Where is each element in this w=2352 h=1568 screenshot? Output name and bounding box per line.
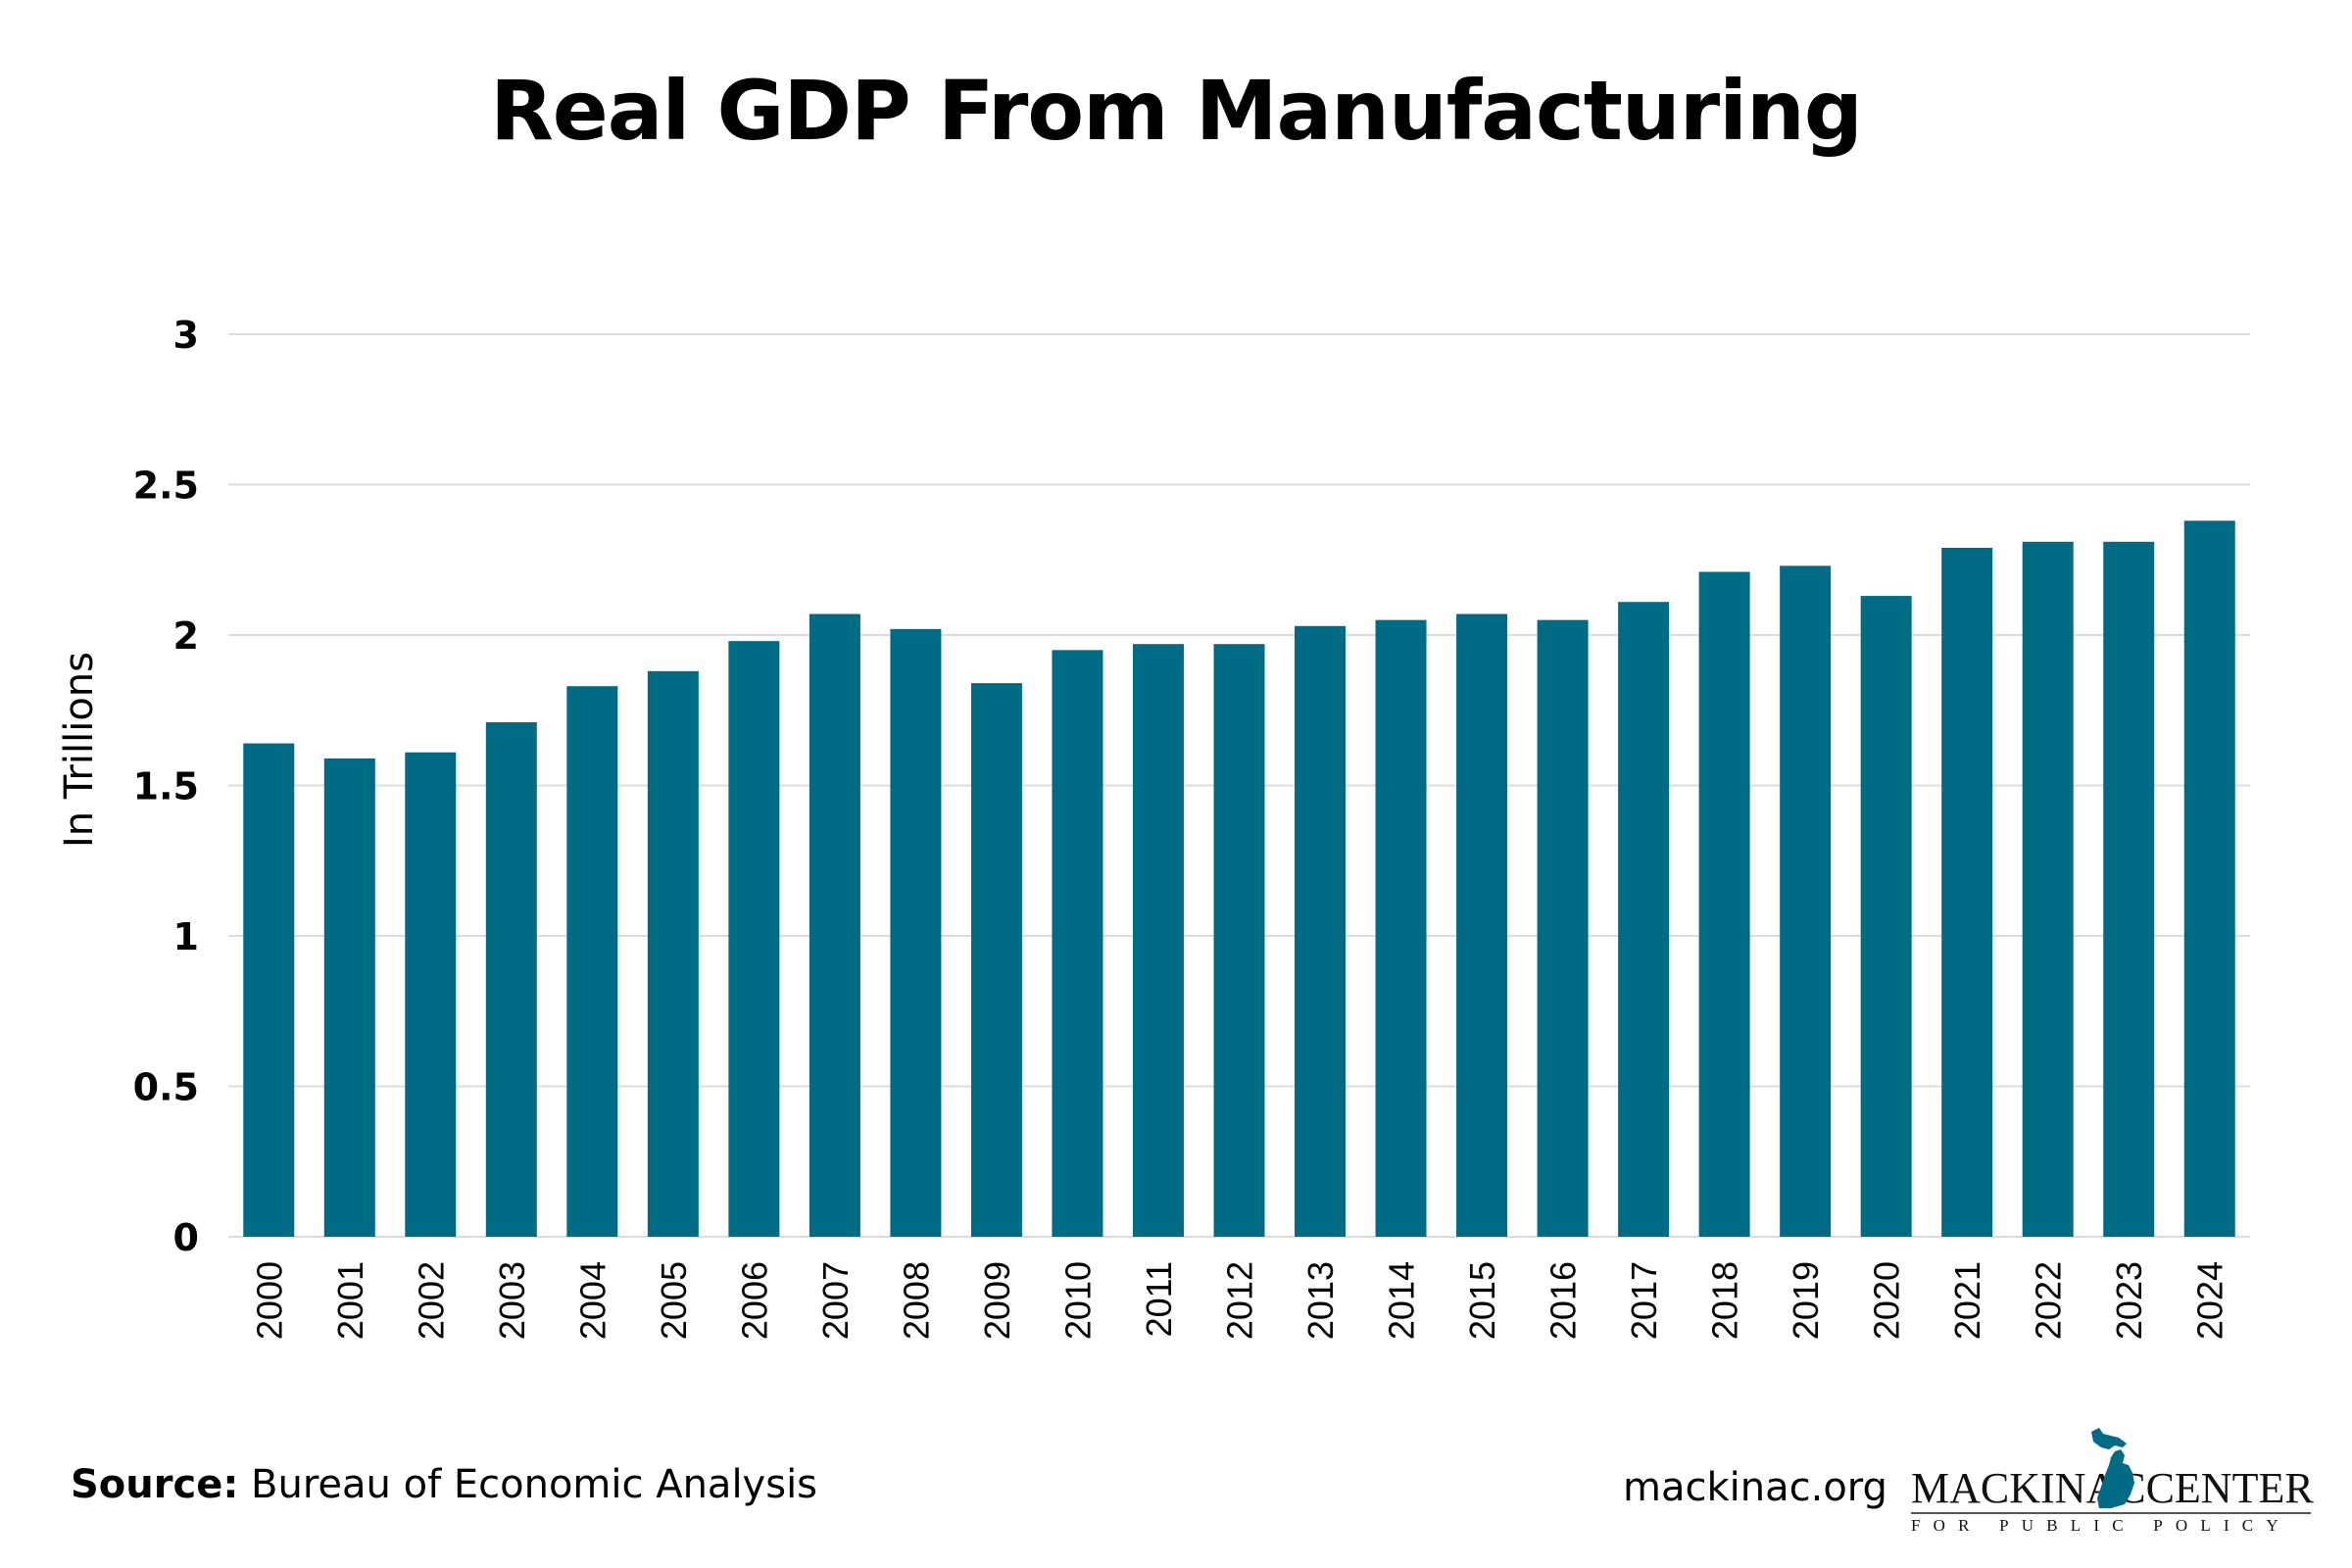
bar-2011: [1132, 644, 1184, 1237]
chart-title: Real GDP From Manufacturing: [490, 63, 1863, 159]
x-tick-label: 2013: [1300, 1261, 1341, 1340]
bar-2024: [2183, 520, 2235, 1237]
michigan-map-icon: [2091, 1428, 2134, 1508]
x-tick-label: 2011: [1139, 1261, 1179, 1337]
bar-2000: [243, 743, 295, 1237]
y-tick-label: 3: [173, 314, 199, 357]
bar-2002: [405, 752, 457, 1237]
x-tick-label: 2019: [1786, 1261, 1826, 1340]
bar-2013: [1295, 625, 1347, 1237]
source-note: Source: Bureau of Economic Analysis: [71, 1462, 817, 1507]
x-tick-label: 2002: [411, 1261, 451, 1340]
y-axis-ticks: 0 0.5 1 1.5 2 2.5 3: [133, 314, 199, 1259]
source-value: Bureau of Economic Analysis: [251, 1462, 818, 1507]
x-tick-label: 2005: [654, 1261, 694, 1340]
y-tick-label: 0.5: [133, 1066, 199, 1109]
y-axis-title: In Trillions: [57, 652, 102, 848]
bar-2014: [1375, 619, 1427, 1237]
bar-2019: [1780, 565, 1832, 1237]
bar-2018: [1698, 571, 1750, 1237]
logo-word-right: CENTER: [2145, 1464, 2314, 1512]
x-tick-label: 2015: [1462, 1261, 1502, 1340]
x-tick-label: 2018: [1705, 1261, 1745, 1340]
x-tick-label: 2012: [1220, 1261, 1260, 1340]
bar-2009: [970, 683, 1022, 1237]
source-label: Source:: [71, 1462, 239, 1507]
x-tick-label: 2007: [815, 1261, 856, 1340]
bar-2020: [1860, 596, 1912, 1237]
website-link[interactable]: mackinac.org: [1623, 1465, 1887, 1510]
bar-2004: [566, 686, 618, 1237]
bars: [243, 520, 2235, 1237]
x-tick-label: 2010: [1057, 1261, 1098, 1340]
x-tick-label: 2022: [2029, 1261, 2069, 1340]
bar-2023: [2103, 541, 2155, 1237]
x-tick-label: 2000: [249, 1261, 289, 1340]
bar-2008: [890, 628, 942, 1237]
bar-2001: [323, 758, 375, 1237]
y-tick-label: 1: [173, 915, 199, 958]
x-tick-label: 2001: [330, 1261, 370, 1340]
logo-subtitle: FOR PUBLIC POLICY: [1911, 1516, 2291, 1535]
bar-2003: [485, 722, 537, 1237]
x-axis-ticks: 2000 2001 2002 2003 2004 2005 2006 2007 2008 2009…: [249, 1261, 2230, 1340]
mackinac-center-logo[interactable]: MACKINAC CENTER FOR PUBLIC POLICY: [1911, 1426, 2314, 1535]
x-tick-label: 2024: [2190, 1261, 2230, 1340]
bar-2022: [2022, 541, 2074, 1237]
bar-2017: [1618, 602, 1670, 1237]
y-tick-label: 1.5: [133, 765, 199, 808]
x-tick-label: 2016: [1544, 1261, 1584, 1340]
bar-2021: [1941, 547, 1993, 1237]
x-tick-label: 2004: [572, 1261, 612, 1340]
x-tick-label: 2020: [1867, 1261, 1907, 1340]
bar-2005: [647, 670, 699, 1237]
x-tick-label: 2014: [1382, 1261, 1422, 1340]
x-tick-label: 2021: [1947, 1261, 1987, 1340]
bar-2006: [728, 641, 780, 1237]
x-tick-label: 2003: [492, 1261, 532, 1340]
bar-2016: [1537, 619, 1589, 1237]
y-tick-label: 2.5: [133, 465, 199, 508]
y-tick-label: 0: [173, 1216, 199, 1259]
y-tick-label: 2: [173, 614, 199, 658]
x-tick-label: 2023: [2109, 1261, 2149, 1340]
x-tick-label: 2017: [1624, 1261, 1664, 1340]
x-tick-label: 2008: [896, 1261, 936, 1340]
x-tick-label: 2009: [977, 1261, 1017, 1340]
logo-divider: [1911, 1512, 2311, 1514]
bar-2007: [808, 613, 860, 1237]
bar-2015: [1456, 613, 1508, 1237]
bar-2010: [1052, 650, 1103, 1237]
x-tick-label: 2006: [734, 1261, 774, 1340]
bar-2012: [1213, 644, 1265, 1237]
